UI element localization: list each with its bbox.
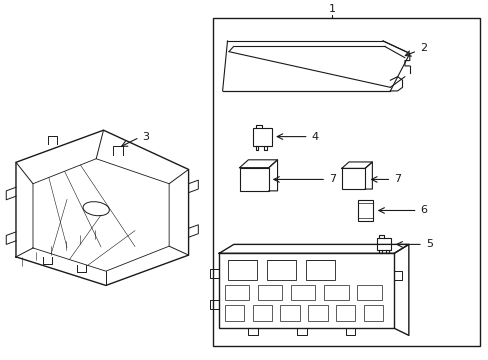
Bar (280, 305, 299, 321)
Text: 7: 7 (393, 175, 401, 184)
Bar (224, 305, 244, 321)
Bar (307, 305, 327, 321)
Bar (258, 285, 282, 300)
Bar (227, 260, 257, 280)
Bar (252, 305, 272, 321)
Bar (239, 168, 268, 191)
Text: 1: 1 (328, 4, 335, 14)
Bar (266, 260, 295, 280)
Bar (335, 305, 355, 321)
Bar (376, 238, 390, 250)
Text: 3: 3 (142, 132, 149, 142)
Bar (212, 18, 479, 346)
Bar (363, 305, 382, 321)
Bar (341, 168, 365, 189)
Bar (357, 285, 381, 300)
Bar (324, 285, 348, 300)
Text: 4: 4 (310, 132, 318, 141)
Bar (305, 260, 334, 280)
Text: 5: 5 (425, 239, 432, 249)
Text: 2: 2 (420, 43, 427, 53)
Text: 6: 6 (420, 206, 427, 216)
Bar (357, 200, 372, 221)
Bar (224, 285, 249, 300)
Bar (219, 253, 393, 328)
Bar (253, 129, 271, 146)
Bar (290, 285, 315, 300)
Text: 7: 7 (329, 175, 336, 184)
